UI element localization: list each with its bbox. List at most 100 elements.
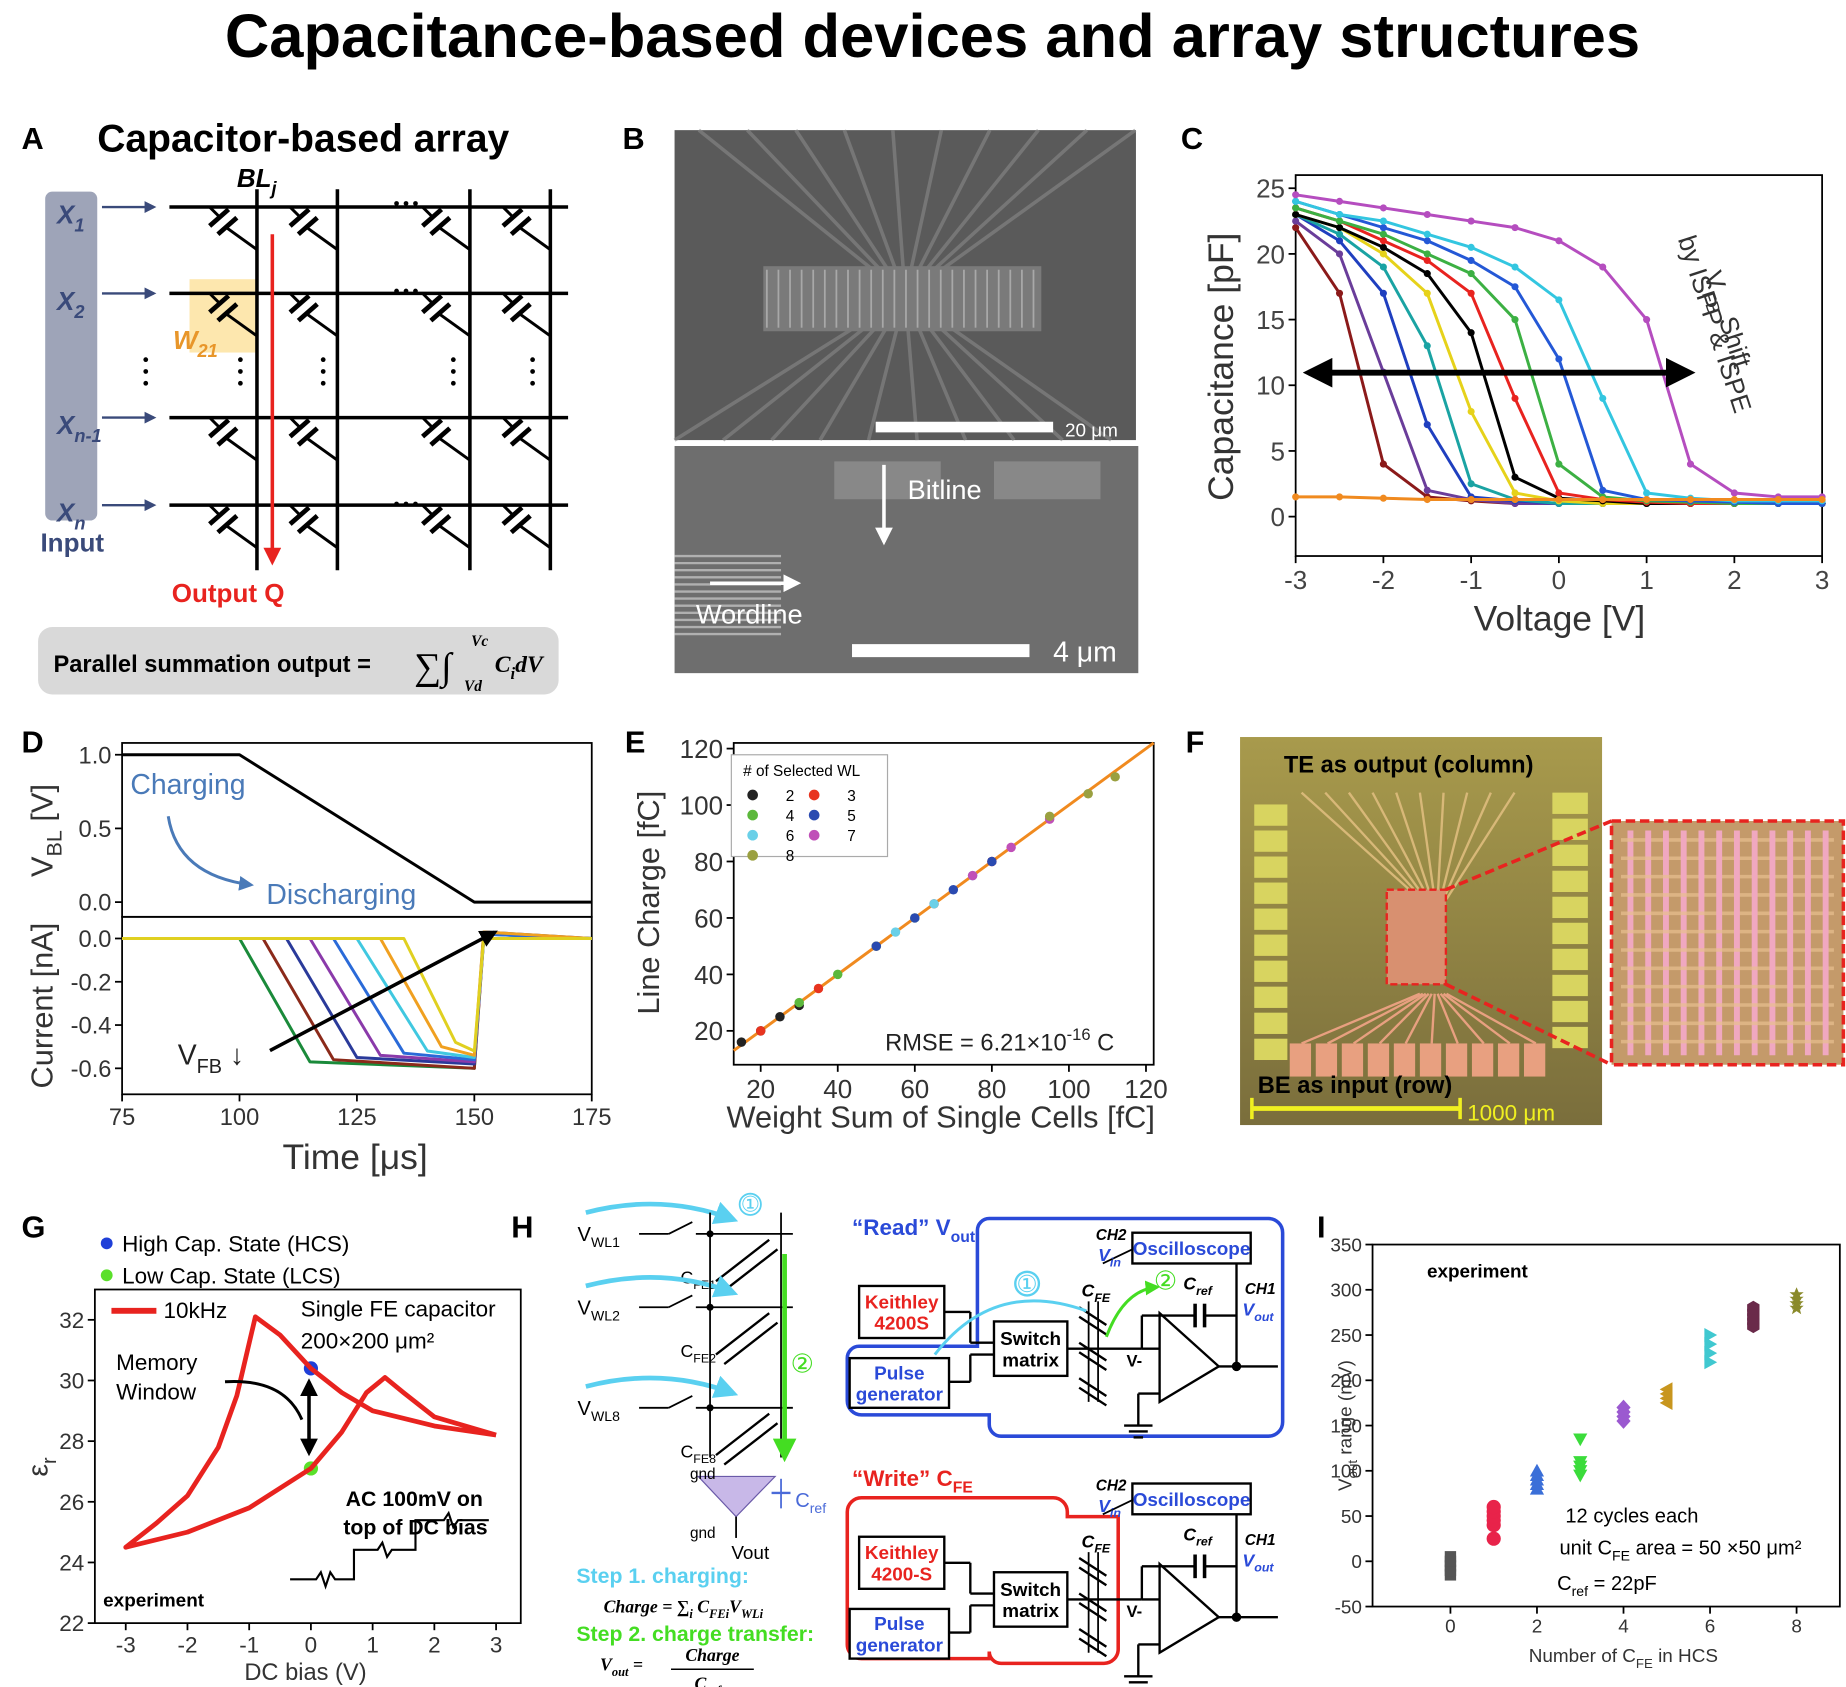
ellipsis-dot — [530, 369, 535, 374]
input-caption: Input — [40, 527, 104, 557]
wordline-label: Wordline — [696, 598, 803, 629]
trace — [1439, 992, 1485, 1045]
x-tick-label: 80 — [977, 1074, 1006, 1104]
marker — [1704, 1355, 1718, 1370]
text-part: X — [55, 200, 76, 230]
capacitor-lead — [306, 227, 339, 251]
marker — [1379, 289, 1387, 297]
sem-texture — [993, 461, 1101, 500]
formula-text: Parallel summation output = — [53, 652, 370, 678]
capacitor-plate — [421, 207, 444, 228]
annotation: RMSE = 6.21×10-16 C — [885, 1025, 1114, 1057]
text-part: C — [495, 652, 511, 678]
marker — [1467, 495, 1475, 504]
text-part: ε — [23, 1464, 55, 1477]
ellipsis-dot — [320, 357, 326, 363]
marker — [1511, 263, 1519, 271]
ellipsis-dot — [403, 288, 409, 294]
capacitor-plate — [501, 505, 524, 526]
marker — [1511, 316, 1519, 324]
y-tick-label: 28 — [59, 1429, 84, 1454]
annotation: 200×200 μm² — [301, 1329, 435, 1354]
capacitor-plate — [723, 1321, 779, 1365]
marker — [813, 983, 824, 994]
capacitor-plate — [509, 514, 532, 535]
text-part: WL2 — [591, 1307, 620, 1323]
sem-array — [763, 266, 1042, 332]
switch-box-label: Switch — [1000, 1580, 1061, 1601]
annotation: Discharging — [266, 879, 416, 911]
marker — [1555, 237, 1563, 245]
pad — [1419, 1043, 1442, 1077]
text-part: C — [680, 1441, 693, 1461]
annotation: Single FE capacitor — [301, 1297, 496, 1322]
ellipsis-dot — [403, 501, 409, 507]
capacitor-plate — [1078, 1315, 1108, 1336]
y-tick-label: 200 — [1330, 1371, 1362, 1392]
text-part: WLi — [741, 1607, 764, 1621]
capacitor-plate — [288, 207, 311, 228]
text-part: r — [39, 1457, 61, 1464]
text-part: “Read” V — [852, 1215, 951, 1240]
marker — [1379, 224, 1387, 232]
marker — [1423, 250, 1431, 258]
marker — [1083, 789, 1093, 799]
legend-label: 2 — [786, 788, 795, 805]
x-tick-label: 0 — [1445, 1617, 1456, 1638]
capacitor-label: Cref — [1183, 1274, 1214, 1298]
legend-marker — [808, 809, 820, 821]
text-part: out — [612, 1665, 629, 1679]
keithley-box-label: 4200S — [874, 1314, 929, 1335]
pad — [1254, 1038, 1288, 1060]
y-tick-label: 250 — [1330, 1326, 1362, 1347]
y-tick-label: 25 — [1256, 174, 1285, 204]
step-number: ② — [1154, 1266, 1177, 1296]
ellipsis-dot — [238, 380, 243, 386]
y-axis-label: Capacitance [pF] — [1201, 233, 1241, 501]
y-tick-label: 1.0 — [79, 743, 112, 769]
text-part: ref — [1196, 1535, 1214, 1549]
scope-box — [1131, 1482, 1252, 1516]
plot-frame — [93, 1288, 522, 1625]
wordline-label: VWL1 — [578, 1224, 621, 1250]
keithley-box-label: Keithley — [865, 1543, 939, 1564]
legend-marker — [747, 850, 758, 861]
x-tick-label: 40 — [823, 1074, 852, 1104]
capacitor-lead — [208, 504, 221, 516]
text-part: i — [511, 664, 516, 683]
text-part: FE — [1094, 1291, 1111, 1305]
x-axis-label: Weight Sum of Single Cells [fC] — [727, 1099, 1155, 1134]
text-part: C — [1082, 1531, 1096, 1551]
capacitor-plate — [723, 1422, 779, 1466]
text-part: X — [55, 286, 76, 316]
marker — [1379, 243, 1387, 251]
ellipsis-dot — [413, 501, 418, 507]
marker — [1704, 1337, 1718, 1352]
panel-label: G — [22, 1209, 46, 1244]
capacitor-plate — [208, 505, 231, 526]
capacitor-lead — [519, 227, 552, 251]
capacitor-lead — [289, 292, 301, 304]
wordline-label: VWL2 — [578, 1297, 621, 1323]
y-axis-label: VBL [V] — [24, 784, 66, 877]
panel-label: A — [22, 121, 44, 156]
panel-label: F — [1186, 724, 1205, 759]
capacitor-plate — [296, 514, 319, 535]
capacitor-plate — [509, 302, 532, 323]
marker — [775, 1012, 785, 1022]
capacitor-plate — [421, 293, 444, 315]
marker — [910, 913, 920, 923]
pad — [1367, 1043, 1390, 1077]
marker — [1423, 421, 1431, 429]
ellipsis-dot — [143, 380, 149, 386]
marker — [1704, 1327, 1718, 1343]
marker — [1379, 250, 1387, 258]
capacitor-lead — [226, 437, 258, 462]
marker — [1643, 495, 1651, 504]
capacitor-lead — [421, 504, 434, 516]
marker — [755, 1026, 766, 1036]
x-tick-label: 2 — [1532, 1617, 1543, 1638]
marker — [1789, 1296, 1804, 1310]
pulse-box-label: generator — [856, 1385, 944, 1406]
x-tick-label: 0 — [305, 1633, 318, 1658]
